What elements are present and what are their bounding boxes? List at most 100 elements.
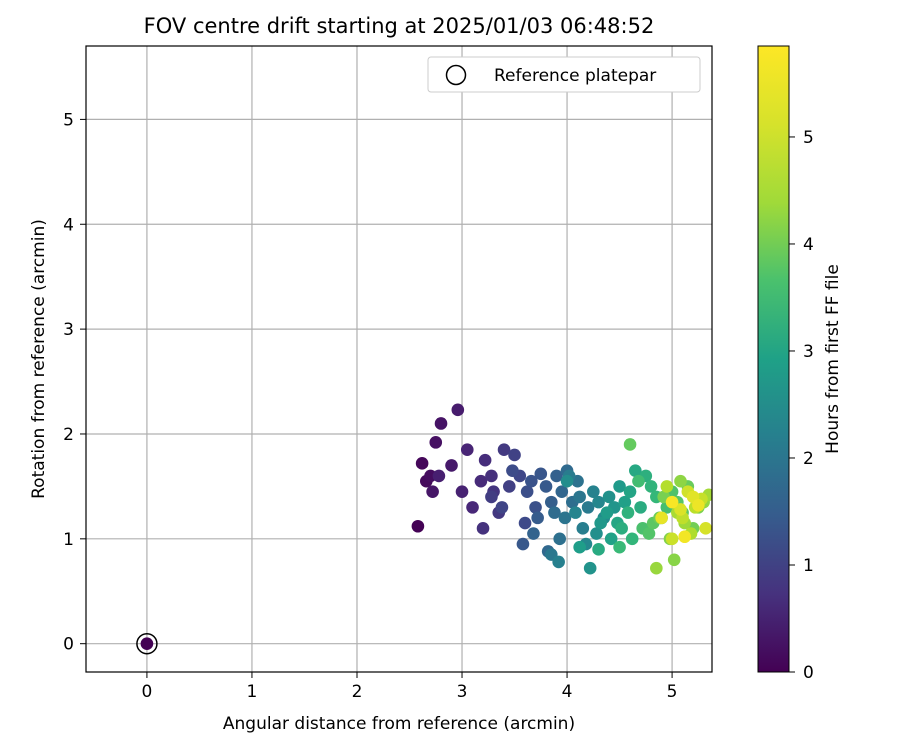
data-point <box>587 485 600 498</box>
data-point <box>634 501 647 514</box>
data-point <box>445 459 458 472</box>
data-point <box>544 495 558 509</box>
x-tick-label: 1 <box>247 682 258 702</box>
colorbar-tick-label: 5 <box>803 128 814 148</box>
data-point <box>432 469 446 483</box>
data-point <box>476 522 490 535</box>
colorbar-tick-label: 0 <box>803 663 814 683</box>
y-tick-label: 5 <box>63 110 74 130</box>
data-point <box>615 522 628 535</box>
y-tick-label: 3 <box>63 320 74 340</box>
data-point <box>583 561 597 575</box>
colorbar-tick-label: 2 <box>803 449 814 469</box>
colorbar-ticks: 0 1 2 3 4 5 <box>789 128 814 683</box>
y-tick-label: 0 <box>63 635 74 655</box>
data-point <box>485 469 498 483</box>
data-point <box>674 503 687 516</box>
data-point <box>558 511 572 525</box>
data-point <box>576 522 590 535</box>
data-point <box>623 485 637 498</box>
data-point <box>618 495 632 509</box>
data-point <box>632 474 645 488</box>
data-point <box>621 506 635 519</box>
data-point <box>516 537 530 551</box>
data-point <box>674 474 687 488</box>
data-point <box>520 485 534 498</box>
colorbar-tick-label: 3 <box>803 342 814 362</box>
legend-label: Reference platepar <box>494 66 656 86</box>
y-axis-label: Rotation from reference (arcmin) <box>29 219 49 499</box>
data-point <box>451 403 465 417</box>
data-point <box>518 516 532 530</box>
data-point <box>460 443 474 457</box>
data-point <box>508 448 521 462</box>
data-point <box>560 474 574 488</box>
data-point <box>466 501 479 514</box>
data-point <box>415 457 429 470</box>
data-point <box>592 543 605 556</box>
data-point <box>539 480 553 493</box>
x-tick-label: 0 <box>142 682 153 702</box>
data-point <box>506 464 519 477</box>
x-tick-label: 5 <box>667 682 678 702</box>
colorbar-tick-label: 4 <box>803 235 814 255</box>
data-point <box>602 490 616 504</box>
reference-point <box>136 632 158 655</box>
data-point <box>495 501 509 514</box>
data-point <box>553 532 567 546</box>
data-point <box>485 490 498 504</box>
data-point <box>692 498 705 512</box>
colorbar-tick-label: 1 <box>803 556 814 576</box>
data-point <box>594 516 607 530</box>
data-point <box>581 501 595 514</box>
data-point <box>555 485 569 498</box>
data-point <box>534 467 548 481</box>
legend: Reference platepar <box>427 56 701 93</box>
data-point <box>665 495 679 509</box>
data-point <box>552 555 565 569</box>
data-point <box>667 553 681 567</box>
x-axis-label: Angular distance from reference (arcmin) <box>223 714 575 734</box>
y-tick-label: 1 <box>63 530 74 550</box>
data-point <box>678 530 691 544</box>
y-tick-label: 4 <box>63 215 74 235</box>
data-point <box>497 443 511 457</box>
legend-box <box>427 56 701 93</box>
colorbar: 0 1 2 3 4 5 Hours from first FF file <box>757 45 843 683</box>
data-point <box>525 474 538 488</box>
data-point <box>411 519 425 533</box>
reference-dot <box>140 637 154 650</box>
reference-ring <box>136 632 158 655</box>
data-point <box>655 511 668 525</box>
data-points <box>411 403 712 575</box>
data-point <box>502 480 516 493</box>
data-point <box>529 501 542 514</box>
x-tick-label: 2 <box>352 682 363 702</box>
data-point <box>604 532 618 546</box>
data-point <box>642 527 656 540</box>
data-point <box>665 532 679 546</box>
data-point <box>623 438 637 451</box>
colorbar-gradient <box>757 45 790 673</box>
data-point <box>434 417 448 430</box>
data-point <box>629 464 642 477</box>
data-point <box>592 495 605 509</box>
data-point <box>455 485 469 498</box>
colorbar-label: Hours from first FF file <box>823 264 843 454</box>
data-point <box>426 485 439 498</box>
data-point <box>590 527 603 540</box>
data-point <box>625 532 639 546</box>
data-point <box>613 480 626 493</box>
y-tick-label: 2 <box>63 425 74 445</box>
x-axis-ticks: 0 1 2 3 4 5 <box>142 672 678 702</box>
x-tick-label: 4 <box>562 682 573 702</box>
data-point <box>573 540 586 554</box>
plot-frame <box>85 45 713 673</box>
data-point <box>613 540 626 554</box>
legend-marker <box>445 64 467 86</box>
data-point <box>660 480 674 493</box>
data-point <box>478 453 492 467</box>
data-point <box>531 511 544 525</box>
y-axis-ticks: 0 1 2 3 4 5 <box>63 110 86 655</box>
